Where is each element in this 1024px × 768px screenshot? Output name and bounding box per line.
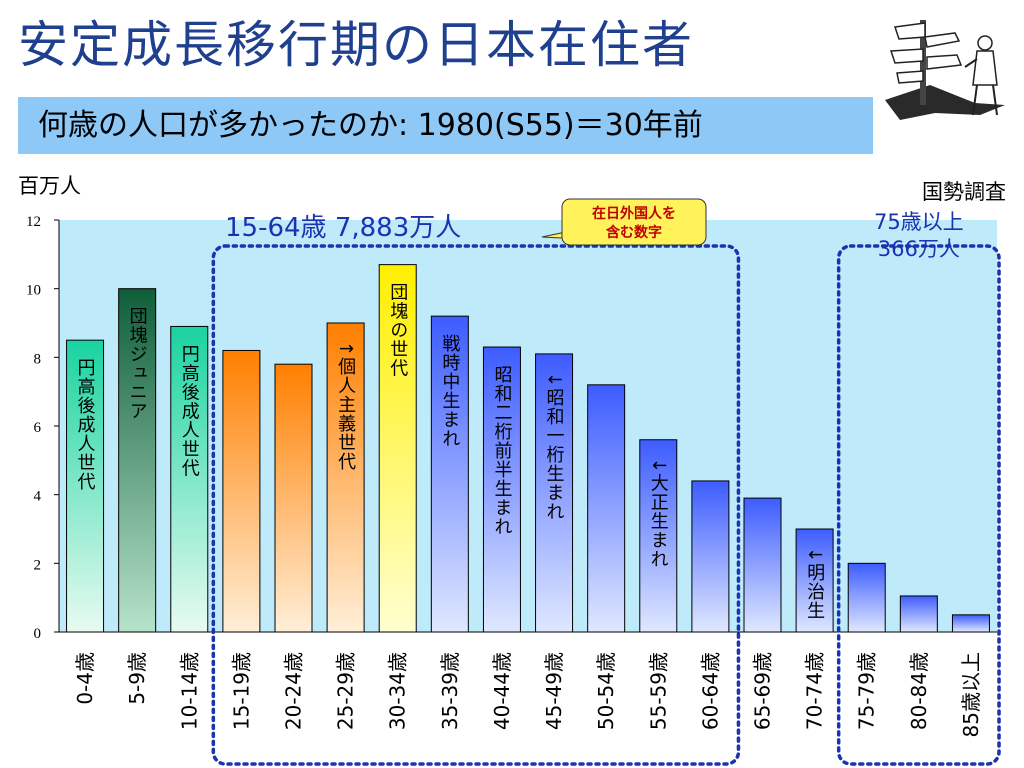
- y-tick-label: 6: [34, 420, 42, 436]
- bar: [951, 614, 990, 633]
- y-tick-label: 2: [34, 557, 42, 573]
- category-label: 25-29歳: [334, 652, 358, 730]
- category-label: 75-79歳: [855, 652, 879, 730]
- subtitle-text: 何歳の人口が多かったのか: 1980(S55)＝30年前: [38, 108, 703, 143]
- plot-area: [59, 220, 997, 632]
- category-label: 20-24歳: [282, 652, 306, 730]
- bar: [639, 439, 678, 633]
- bar-label: ↓昭和一桁生まれ: [544, 372, 565, 521]
- bar-label: 団塊の世代: [387, 283, 408, 378]
- group-label-75-plus-line2: 366万人: [878, 237, 960, 261]
- bar: [326, 322, 365, 633]
- bar: [795, 528, 834, 633]
- callout-text-line2: 含む数字: [606, 224, 662, 241]
- category-label: 35-39歳: [438, 652, 462, 730]
- bar-label: ↑個人主義世代: [335, 341, 356, 471]
- category-label: 70-74歳: [803, 652, 827, 730]
- category-label: 30-34歳: [386, 652, 410, 730]
- bar: [430, 315, 469, 633]
- category-label: 5-9歳: [125, 652, 149, 705]
- category-label: 65-69歳: [751, 652, 775, 730]
- category-label: 60-64歳: [698, 652, 722, 730]
- bar-label: 戦時中生まれ: [439, 334, 460, 448]
- y-tick-label: 8: [34, 351, 42, 367]
- category-label: 80-84歳: [907, 652, 931, 730]
- page-title: 安定成長移行期の日本在住者: [18, 16, 694, 74]
- signpost-person-icon: [885, 20, 1005, 120]
- y-axis-label: 百万人: [18, 174, 81, 198]
- bar: [691, 480, 730, 633]
- bar: [274, 363, 313, 633]
- bar: [899, 595, 938, 633]
- bar: [222, 349, 261, 633]
- category-label: 55-59歳: [646, 652, 670, 730]
- callout-box: [561, 198, 707, 246]
- bar-label: ↓明治生: [804, 547, 825, 620]
- group-box-15-64: [211, 244, 741, 766]
- bar-label: 円高後成人世代: [179, 344, 200, 477]
- category-label: 40-44歳: [490, 652, 514, 730]
- category-label: 45-49歳: [542, 652, 566, 730]
- category-label: 15-19歳: [229, 652, 253, 730]
- bar: [587, 384, 626, 633]
- bar: [535, 353, 574, 633]
- bar-label: 団塊ジュニア: [127, 307, 148, 421]
- bar: [66, 339, 105, 633]
- category-label: 0-4歳: [73, 652, 97, 705]
- bar: [743, 497, 782, 633]
- bar-label: 円高後成人世代: [75, 358, 96, 491]
- subtitle-banner: 何歳の人口が多かったのか: 1980(S55)＝30年前: [18, 97, 873, 154]
- y-tick-label: 10: [26, 283, 41, 299]
- category-label: 85歳以上: [959, 652, 983, 737]
- bar-label: ↓大正生まれ: [648, 458, 669, 569]
- bar-label: 昭和二桁前半生まれ: [491, 365, 512, 536]
- category-label: 10-14歳: [177, 652, 201, 730]
- bar: [482, 346, 521, 633]
- bar: [847, 562, 886, 633]
- group-box-75-plus: [836, 244, 1001, 766]
- group-label-15-64: 15-64歳 7,883万人: [225, 213, 461, 243]
- category-label: 50-54歳: [594, 652, 618, 730]
- callout-text-line1: 在日外国人を: [592, 205, 676, 222]
- source-label: 国勢調査: [922, 180, 1006, 204]
- group-label-75-plus-line1: 75歳以上: [874, 210, 964, 234]
- bar: [170, 325, 209, 633]
- y-tick-label: 0: [34, 626, 42, 642]
- y-tick-label: 4: [34, 489, 42, 505]
- bar: [378, 264, 417, 633]
- bar: [118, 288, 157, 633]
- y-tick-label: 12: [26, 214, 41, 230]
